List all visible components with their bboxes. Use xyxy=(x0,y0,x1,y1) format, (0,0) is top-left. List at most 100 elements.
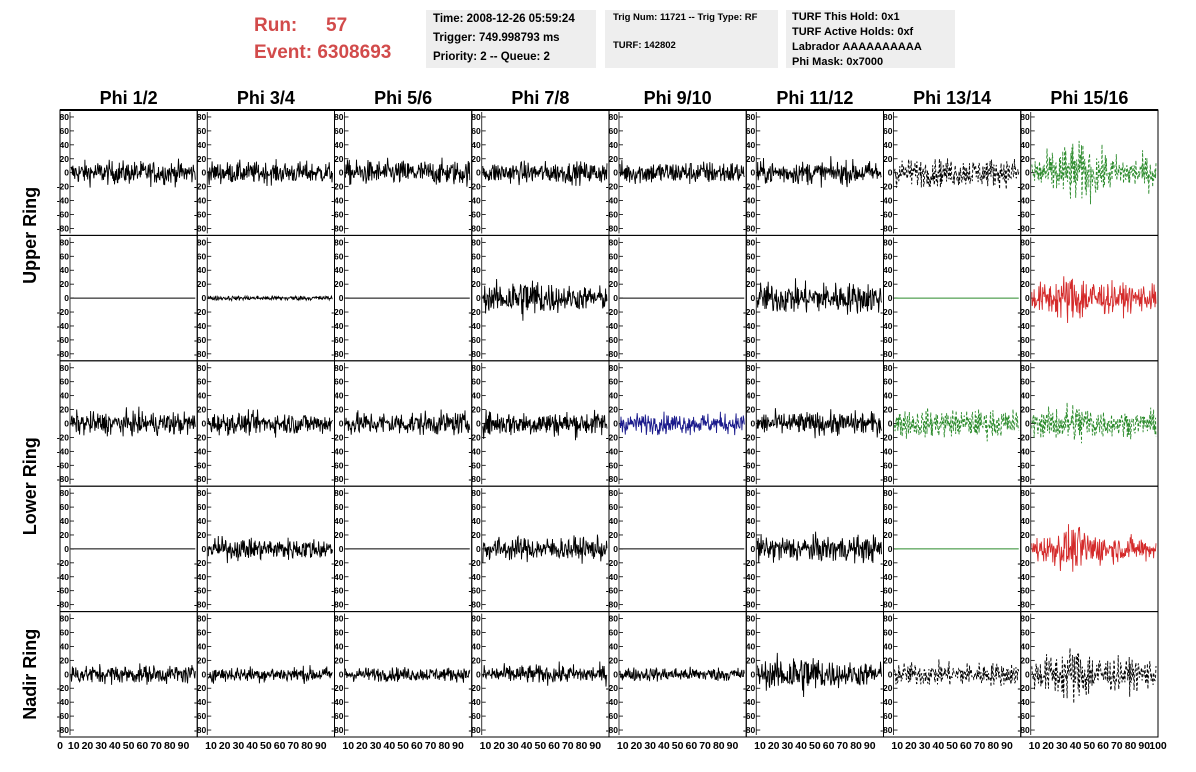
x-tick-label: 10 xyxy=(1029,740,1041,752)
x-tick-label: 40 xyxy=(933,740,945,752)
y-tick-label: -60 xyxy=(1017,460,1030,470)
y-tick-label: 20 xyxy=(60,405,70,415)
waveform-trace xyxy=(756,531,882,564)
y-tick-label: 0 xyxy=(339,168,344,178)
y-tick-label: -80 xyxy=(606,474,619,484)
y-tick-label: -60 xyxy=(1017,586,1030,596)
y-tick-label: -80 xyxy=(880,725,893,735)
y-tick-label: 0 xyxy=(476,419,481,429)
y-tick-label: -40 xyxy=(880,196,893,206)
y-tick-label: 40 xyxy=(746,641,756,651)
y-tick-label: -80 xyxy=(606,600,619,610)
waveform-trace xyxy=(756,408,882,439)
y-tick-label: 20 xyxy=(883,405,893,415)
y-tick-label: -60 xyxy=(743,460,756,470)
y-tick-label: 60 xyxy=(609,502,619,512)
y-tick-label: 20 xyxy=(197,530,207,540)
y-tick-label: 0 xyxy=(339,669,344,679)
y-tick-label: -20 xyxy=(468,182,481,192)
x-tick-label: 80 xyxy=(164,740,176,752)
y-tick-label: 80 xyxy=(1020,614,1030,624)
column-title: Phi 13/14 xyxy=(913,88,991,108)
y-tick-label: -20 xyxy=(606,307,619,317)
y-tick-label: 0 xyxy=(476,168,481,178)
y-tick-label: 20 xyxy=(197,405,207,415)
waveform-trace xyxy=(482,278,608,321)
x-tick-label: 40 xyxy=(246,740,258,752)
x-tick-label: 50 xyxy=(809,740,821,752)
waveform-trace xyxy=(1031,648,1157,704)
x-tick-label: 30 xyxy=(919,740,931,752)
y-tick-label: 0 xyxy=(339,293,344,303)
y-tick-label: 80 xyxy=(60,237,70,247)
y-tick-label: -40 xyxy=(194,321,207,331)
y-tick-label: 40 xyxy=(471,641,481,651)
y-tick-label: 60 xyxy=(197,377,207,387)
x-tick-label: 70 xyxy=(974,740,986,752)
y-tick-label: 20 xyxy=(471,655,481,665)
x-tick-label: 80 xyxy=(850,740,862,752)
y-tick-label: 80 xyxy=(471,488,481,498)
y-tick-label: 40 xyxy=(471,391,481,401)
x-tick-label: 40 xyxy=(658,740,670,752)
y-tick-label: -60 xyxy=(1017,335,1030,345)
x-tick-label: 10 xyxy=(205,740,217,752)
y-tick-label: 20 xyxy=(60,154,70,164)
priority-text: Priority: 2 -- Queue: 2 xyxy=(433,51,550,63)
y-tick-label: 40 xyxy=(883,391,893,401)
y-tick-label: -20 xyxy=(1017,182,1030,192)
y-tick-label: -40 xyxy=(880,321,893,331)
y-tick-label: -40 xyxy=(743,572,756,582)
y-tick-label: -40 xyxy=(606,446,619,456)
y-tick-label: 60 xyxy=(746,251,756,261)
y-tick-label: 60 xyxy=(197,502,207,512)
y-tick-label: 20 xyxy=(609,405,619,415)
y-tick-label: 20 xyxy=(334,530,344,540)
x-tick-label: 70 xyxy=(150,740,162,752)
y-tick-label: 60 xyxy=(471,628,481,638)
y-tick-label: -20 xyxy=(1017,432,1030,442)
waveform-trace xyxy=(482,534,608,564)
y-tick-label: 20 xyxy=(609,154,619,164)
y-tick-label: 20 xyxy=(334,279,344,289)
y-tick-label: 20 xyxy=(334,405,344,415)
y-tick-label: 60 xyxy=(471,251,481,261)
y-tick-label: 0 xyxy=(476,544,481,554)
y-tick-label: -20 xyxy=(468,558,481,568)
x-tick-label: 30 xyxy=(370,740,382,752)
y-tick-label: -40 xyxy=(331,697,344,707)
y-tick-label: -20 xyxy=(743,683,756,693)
y-tick-label: 0 xyxy=(613,293,618,303)
y-tick-label: 60 xyxy=(60,628,70,638)
y-tick-label: 20 xyxy=(1020,530,1030,540)
y-tick-label: 40 xyxy=(1020,391,1030,401)
y-tick-label: -40 xyxy=(57,321,70,331)
y-tick-label: -80 xyxy=(331,474,344,484)
time-trigger-box: Time: 2008-12-26 05:59:24 Trigger: 749.9… xyxy=(426,10,596,68)
column-title: Phi 3/4 xyxy=(237,88,295,108)
x-tick-label: 10 xyxy=(754,740,766,752)
y-tick-label: 20 xyxy=(471,279,481,289)
x-tick-label: 90 xyxy=(1001,740,1013,752)
column-title: Phi 11/12 xyxy=(776,88,853,108)
y-tick-label: 60 xyxy=(334,126,344,136)
y-tick-label: 60 xyxy=(334,377,344,387)
y-tick-label: 60 xyxy=(883,377,893,387)
y-tick-label: -80 xyxy=(194,600,207,610)
y-tick-label: -40 xyxy=(880,572,893,582)
y-tick-label: 60 xyxy=(197,126,207,136)
waveform-trace xyxy=(1031,524,1157,572)
y-tick-label: 20 xyxy=(883,279,893,289)
y-tick-label: 60 xyxy=(334,251,344,261)
y-tick-label: 60 xyxy=(1020,251,1030,261)
y-tick-label: -20 xyxy=(57,432,70,442)
x-tick-label: 50 xyxy=(672,740,684,752)
y-tick-label: 60 xyxy=(334,502,344,512)
y-tick-label: 60 xyxy=(746,126,756,136)
y-tick-label: 80 xyxy=(1020,237,1030,247)
y-tick-label: 40 xyxy=(883,516,893,526)
y-tick-label: -60 xyxy=(331,210,344,220)
x-tick-label: 80 xyxy=(301,740,313,752)
y-tick-label: -60 xyxy=(880,335,893,345)
labrador-text: Labrador AAAAAAAAAA xyxy=(792,41,922,53)
